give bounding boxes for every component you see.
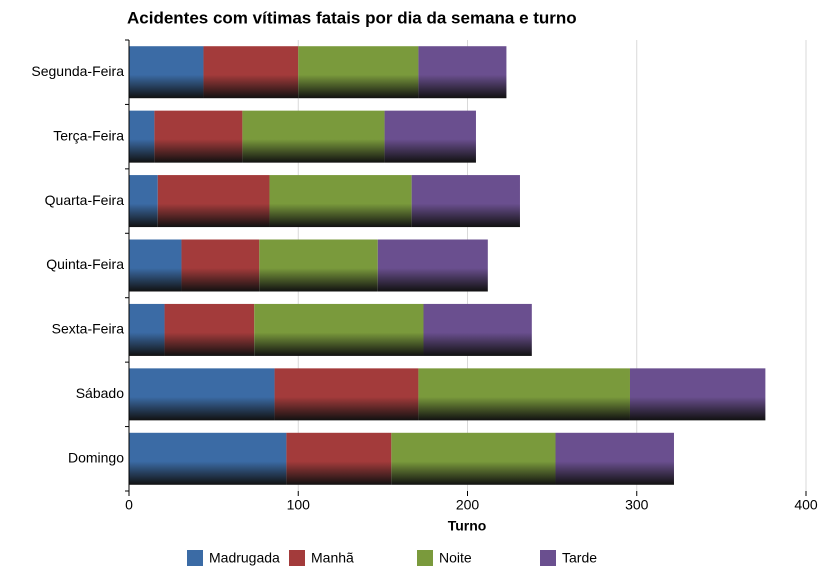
bar-segment xyxy=(242,110,385,163)
legend-label: Tarde xyxy=(562,550,597,566)
bar-segment xyxy=(286,432,392,485)
bar-segment xyxy=(181,239,260,292)
x-tick-label: 100 xyxy=(287,497,311,513)
bar-segment xyxy=(203,46,299,99)
bar-segment xyxy=(411,175,520,228)
legend-label: Manhã xyxy=(311,550,354,566)
bar-segment xyxy=(154,110,243,163)
y-tick-label: Domingo xyxy=(68,449,124,465)
bar-segment xyxy=(384,110,476,163)
x-tick-label: 200 xyxy=(456,497,480,513)
bar-segment xyxy=(269,175,412,228)
x-tick-label: 0 xyxy=(125,497,133,513)
legend-swatch xyxy=(540,550,556,566)
bar-segment xyxy=(129,239,182,292)
bar-segment xyxy=(377,239,488,292)
bar-segment xyxy=(129,110,155,163)
bar-segment xyxy=(254,303,424,356)
legend-label: Madrugada xyxy=(209,550,280,566)
bar-segment xyxy=(157,175,270,228)
chart-title: Acidentes com vítimas fatais por dia da … xyxy=(127,8,577,27)
bar-segment xyxy=(418,46,507,99)
bar-segment xyxy=(129,368,275,421)
bar-segment xyxy=(298,46,419,99)
x-tick-label: 400 xyxy=(794,497,818,513)
bar-segment xyxy=(129,175,158,228)
y-tick-label: Terça-Feira xyxy=(53,127,124,143)
legend-swatch xyxy=(289,550,305,566)
legend-swatch xyxy=(187,550,203,566)
bar-segment xyxy=(423,303,532,356)
y-tick-label: Sexta-Feira xyxy=(52,321,125,337)
x-tick-label: 300 xyxy=(625,497,649,513)
bar-segment xyxy=(391,432,556,485)
bar-segment xyxy=(274,368,419,421)
y-tick-label: Quinta-Feira xyxy=(46,256,124,272)
bar-segment xyxy=(629,368,766,421)
x-axis-label: Turno xyxy=(448,518,487,534)
bar-segment xyxy=(164,303,255,356)
bar-segment xyxy=(129,432,287,485)
legend-swatch xyxy=(417,550,433,566)
bar-segment xyxy=(259,239,378,292)
bar-segment xyxy=(418,368,630,421)
y-tick-label: Segunda-Feira xyxy=(31,63,124,79)
bar-segment xyxy=(129,46,204,99)
legend-label: Noite xyxy=(439,550,472,566)
bar-segment xyxy=(129,303,165,356)
y-tick-label: Quarta-Feira xyxy=(45,192,125,208)
y-tick-label: Sábado xyxy=(76,385,124,401)
bar-segment xyxy=(555,432,674,485)
